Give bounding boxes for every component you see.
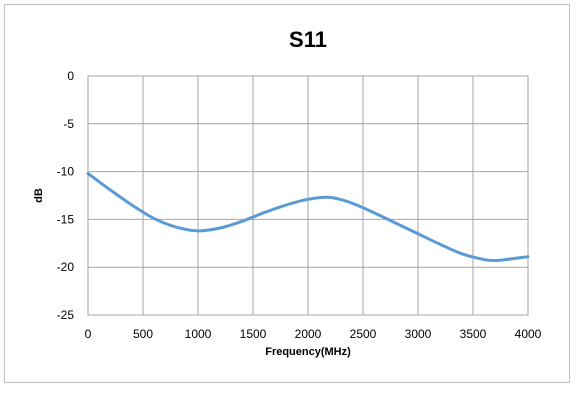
y-axis-title: dB (33, 188, 45, 203)
s11-chart: 0 500 1000 1500 2000 2500 3000 3500 4000 0 -5 -10 -1… (5, 5, 571, 384)
x-tick-label: 500 (133, 327, 153, 341)
chart-title: S11 (289, 27, 327, 52)
x-tick-label: 1500 (240, 327, 267, 341)
x-tick-label: 1000 (185, 327, 212, 341)
y-tick-label: -20 (57, 260, 75, 274)
x-tick-label: 3500 (460, 327, 487, 341)
x-tick-label: 3000 (405, 327, 432, 341)
y-tick-label: -10 (57, 165, 75, 179)
chart-frame: 0 500 1000 1500 2000 2500 3000 3500 4000 0 -5 -10 -1… (4, 4, 570, 383)
y-tick-label: -25 (57, 308, 75, 322)
x-tick-label: 2000 (295, 327, 322, 341)
y-tick-label: -5 (63, 117, 74, 131)
x-tick-label: 4000 (515, 327, 542, 341)
y-tick-label: 0 (67, 69, 74, 83)
x-tick-label: 2500 (350, 327, 377, 341)
y-tick-label: -15 (57, 212, 75, 226)
x-tick-label: 0 (85, 327, 92, 341)
x-axis-title: Frequency(MHz) (265, 346, 351, 358)
